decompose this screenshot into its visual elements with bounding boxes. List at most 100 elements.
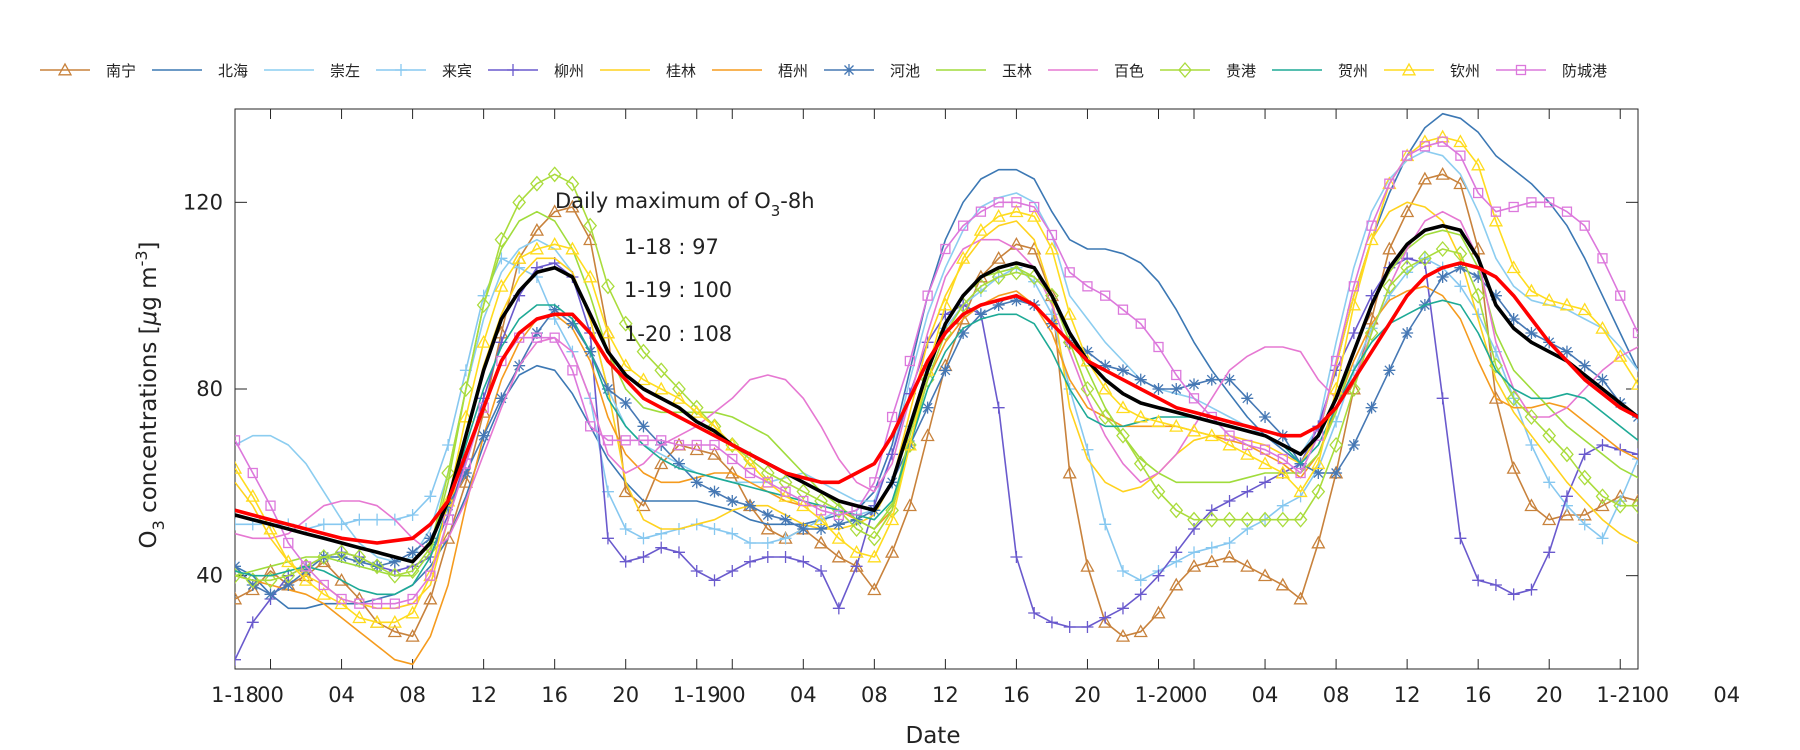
legend-item-柳州: 柳州	[488, 62, 584, 80]
data-point	[1453, 176, 1468, 190]
x-tick-label: 12	[1394, 683, 1421, 707]
data-point	[867, 549, 882, 563]
data-point	[388, 555, 401, 568]
data-point	[265, 500, 276, 511]
data-point	[637, 420, 650, 433]
x-tick-label: 12	[470, 683, 497, 707]
data-point	[618, 484, 633, 498]
data-point	[726, 495, 739, 507]
data-point	[334, 572, 349, 586]
x-tick-label: 04	[790, 683, 817, 707]
x-tick-label: 1-21	[1596, 683, 1644, 707]
data-point	[1188, 378, 1201, 391]
data-point	[1348, 281, 1359, 292]
legend-item-北海: 北海	[152, 62, 248, 80]
data-point	[1011, 197, 1022, 208]
data-point	[529, 241, 545, 255]
data-point	[424, 532, 437, 545]
data-point	[1630, 493, 1638, 507]
data-point	[235, 567, 242, 584]
data-point	[459, 381, 473, 397]
data-point	[507, 64, 519, 76]
legend-label: 百色	[1114, 62, 1144, 80]
data-point	[1045, 287, 1059, 304]
data-point	[673, 439, 685, 451]
data-point	[1454, 532, 1467, 545]
data-point	[797, 555, 810, 568]
data-point	[1259, 411, 1272, 423]
data-point	[780, 486, 791, 497]
data-point	[1506, 390, 1521, 407]
data-point	[1595, 320, 1610, 334]
data-point	[235, 518, 241, 531]
data-point	[637, 532, 650, 545]
data-point	[1204, 511, 1219, 528]
data-point	[1506, 260, 1521, 274]
data-point	[672, 457, 685, 470]
data-point	[1186, 558, 1202, 572]
data-point	[920, 428, 935, 442]
data-point	[1650, 420, 1662, 432]
data-point	[495, 252, 508, 265]
data-point	[298, 572, 314, 586]
data-point	[797, 523, 810, 535]
series-line	[235, 136, 1638, 624]
data-point	[940, 243, 951, 255]
data-point	[281, 567, 296, 584]
data-point	[282, 579, 295, 591]
data-point	[1435, 166, 1450, 180]
x-tick-label: 00	[1642, 683, 1669, 707]
data-point	[1632, 327, 1638, 339]
legend-label: 柳州	[554, 62, 584, 80]
legend-item-河池: 河池	[824, 62, 920, 80]
data-point	[1685, 494, 1697, 508]
data-point	[235, 460, 243, 474]
data-point	[1471, 157, 1486, 171]
data-point	[1507, 588, 1520, 601]
annotation-line-3: 1-20 : 108	[624, 322, 732, 346]
data-point	[1045, 616, 1058, 629]
data-point	[1596, 532, 1609, 545]
data-point	[1188, 393, 1200, 404]
data-point	[1471, 241, 1486, 255]
data-point	[1241, 485, 1254, 498]
series-line	[235, 299, 1638, 596]
data-point	[1275, 511, 1290, 528]
data-point	[974, 308, 987, 321]
data-point	[1668, 402, 1680, 413]
data-point	[1526, 197, 1537, 208]
data-point	[1223, 495, 1236, 507]
data-point	[336, 593, 347, 605]
data-point	[247, 467, 258, 479]
data-point	[1170, 546, 1183, 559]
data-point	[1453, 134, 1468, 148]
data-point	[619, 555, 632, 568]
data-point	[1455, 150, 1466, 161]
data-point	[1524, 409, 1539, 425]
data-point	[1365, 401, 1378, 414]
data-point	[441, 530, 456, 544]
data-point	[1435, 241, 1450, 257]
data-point	[566, 317, 579, 330]
series-layer	[235, 112, 1697, 666]
data-point	[1436, 271, 1449, 283]
data-point	[726, 527, 739, 540]
data-point	[636, 498, 651, 512]
data-point	[938, 297, 953, 311]
data-point	[353, 555, 366, 568]
data-point	[1099, 518, 1112, 531]
data-point	[369, 614, 385, 628]
data-point	[689, 404, 704, 418]
data-point	[1383, 364, 1396, 377]
data-point	[691, 439, 702, 451]
data-point	[1293, 511, 1308, 528]
data-point	[1134, 373, 1147, 386]
data-point	[353, 513, 366, 526]
data-point	[387, 614, 402, 628]
data-point	[636, 372, 651, 386]
data-point	[1544, 197, 1555, 208]
data-point	[779, 532, 792, 545]
legend-item-防城港: 防城港	[1496, 62, 1607, 80]
data-point	[1205, 541, 1218, 554]
data-point	[831, 530, 846, 544]
